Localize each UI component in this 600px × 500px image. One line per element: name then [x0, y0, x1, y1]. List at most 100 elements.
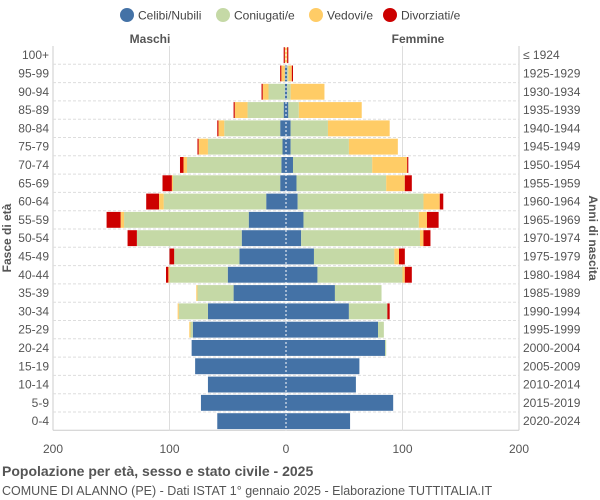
bar-male-vedovi — [234, 102, 248, 118]
bar-male-celibi — [192, 321, 286, 338]
bar-male-vedovi — [281, 65, 285, 82]
bar-female-celibi — [286, 65, 288, 82]
bar-male-divorziati — [162, 175, 172, 192]
bar-female-celibi — [286, 285, 335, 301]
tick-labels: 200 100 0 100 200 100+ ≤ 1924 95-99 1925-1929 90-… — [18, 48, 580, 456]
bar-female-celibi — [286, 413, 351, 430]
bar-female-divorziati — [399, 248, 405, 265]
bar-male-celibi — [191, 340, 286, 356]
bar-female-celibi — [286, 376, 356, 393]
bar-male-vedovi — [168, 266, 170, 283]
bar-female-celibi — [286, 175, 297, 192]
bar-female-vedovi — [423, 193, 440, 210]
bar-female-vedovi — [394, 248, 400, 265]
bar-female-divorziati — [404, 175, 412, 192]
bar-female-vedovi — [418, 211, 427, 228]
bar-male-divorziati — [179, 157, 184, 173]
bar-male-coniugati — [224, 120, 281, 137]
bar-female-divorziati — [426, 211, 439, 228]
bar-male-coniugati — [124, 211, 249, 228]
bar-male-coniugati — [186, 157, 282, 173]
y-axis-title-right: Anni di nascita — [586, 195, 600, 281]
birth-year-label: 2005-2009 — [523, 359, 581, 373]
x-tick-label: 100 — [159, 442, 179, 456]
birth-year-label: 1945-1949 — [523, 140, 581, 154]
bar-male-vedovi — [218, 120, 225, 137]
bar-female-coniugati — [287, 83, 291, 100]
bar-male-divorziati — [127, 230, 137, 247]
age-group-label: 60-64 — [18, 195, 49, 209]
bar-female-divorziati — [291, 65, 293, 82]
bar-female-celibi — [286, 358, 360, 375]
bar-male-celibi — [284, 83, 286, 100]
bar-female-celibi — [286, 102, 289, 118]
bar-female-vedovi — [288, 65, 292, 82]
bar-male-celibi — [207, 303, 286, 320]
bar-male-celibi — [284, 65, 286, 82]
bar-female-coniugati — [292, 157, 373, 173]
bar-male-coniugati — [247, 102, 284, 118]
chart-svg: Celibi/Nubili Coniugati/e Vedovi/e Divorzia… — [0, 8, 600, 456]
legend-label: Vedovi/e — [327, 9, 373, 23]
legend-label: Celibi/Nubili — [138, 9, 201, 23]
bar-female-divorziati — [387, 303, 390, 320]
bar-male-divorziati — [169, 248, 175, 265]
legend-marker-0 — [120, 8, 134, 22]
bar-male-celibi — [207, 376, 286, 393]
birth-year-label: 1940-1944 — [523, 121, 581, 135]
bar-female-coniugati — [378, 321, 384, 338]
birth-year-label: 1955-1959 — [523, 176, 581, 190]
age-group-label: 5-9 — [32, 396, 50, 410]
bar-female-celibi — [286, 193, 298, 210]
bar-female-celibi — [286, 211, 304, 228]
age-group-label: 100+ — [22, 48, 49, 62]
bar-male-vedovi — [198, 138, 208, 155]
bar-female-celibi — [286, 266, 318, 283]
age-group-label: 45-49 — [18, 249, 49, 263]
bar-female-vedovi — [290, 83, 325, 100]
bar-male-coniugati — [190, 321, 193, 338]
bar-male-vedovi — [196, 285, 198, 301]
age-group-label: 0-4 — [32, 414, 50, 428]
birth-year-label: 1930-1934 — [523, 85, 581, 99]
males-label: Maschi — [130, 32, 171, 46]
bar-female-divorziati — [407, 157, 409, 173]
x-tick-label: 100 — [392, 442, 412, 456]
females-label: Femmine — [392, 32, 445, 46]
birth-year-label: 2020-2024 — [523, 414, 581, 428]
bar-female-vedovi — [286, 47, 288, 64]
age-group-label: 50-54 — [18, 231, 49, 245]
bar-male-coniugati — [172, 175, 281, 192]
bar-male-divorziati — [146, 193, 160, 210]
birth-year-label: 1925-1929 — [523, 66, 581, 80]
bar-male-divorziati — [166, 266, 169, 283]
bar-male-vedovi — [171, 175, 173, 192]
bar-male-celibi — [280, 175, 286, 192]
bar-male-celibi — [239, 248, 286, 265]
bar-male-divorziati — [217, 120, 219, 137]
bar-female-celibi — [286, 303, 349, 320]
age-group-label: 10-14 — [18, 378, 49, 392]
bar-female-celibi — [286, 248, 314, 265]
bar-female-divorziati — [439, 193, 444, 210]
bar-female-vedovi — [386, 175, 405, 192]
y-axis-title-left: Fasce di età — [0, 203, 14, 272]
legend-marker-2 — [309, 8, 323, 22]
age-group-label: 95-99 — [18, 66, 49, 80]
bar-male-coniugati — [174, 248, 240, 265]
x-tick-label: 0 — [283, 442, 290, 456]
age-group-label: 30-34 — [18, 304, 49, 318]
bar-female-vedovi — [348, 138, 398, 155]
birth-year-label: 1935-1939 — [523, 103, 581, 117]
bar-male-coniugati — [268, 83, 285, 100]
bar-female-celibi — [286, 83, 288, 100]
bar-female-celibi — [286, 157, 293, 173]
bar-female-vedovi — [327, 120, 390, 137]
bar-male-vedovi — [183, 157, 187, 173]
bar-female-vedovi — [419, 230, 424, 247]
bar-female-coniugati — [317, 266, 403, 283]
age-group-label: 25-29 — [18, 323, 49, 337]
bar-male-vedovi — [159, 193, 164, 210]
bar-female-celibi — [286, 321, 379, 338]
age-group-label: 15-19 — [18, 359, 49, 373]
